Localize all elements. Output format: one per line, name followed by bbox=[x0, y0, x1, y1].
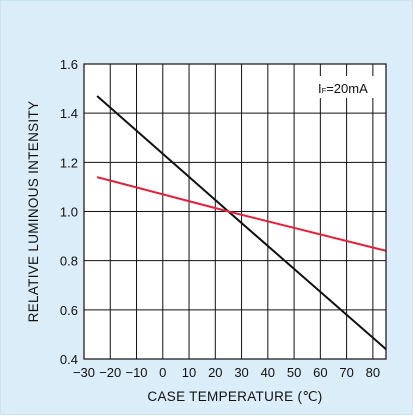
x-tick-labels: −30 −20 −10 0 10 20 30 40 50 60 70 80 bbox=[73, 365, 380, 380]
x-tick-label: −30 bbox=[73, 365, 95, 380]
y-axis-title: RELATIVE LUMINOUS INTENSITY bbox=[26, 101, 41, 323]
y-tick-label: 0.8 bbox=[60, 254, 78, 269]
x-tick-label: 10 bbox=[182, 365, 196, 380]
annotation-subscript: F bbox=[322, 86, 327, 95]
y-tick-label: 1.2 bbox=[60, 155, 78, 170]
y-tick-label: 1.4 bbox=[60, 106, 78, 121]
y-tick-label: 1.6 bbox=[60, 57, 78, 72]
x-tick-label: 0 bbox=[159, 365, 166, 380]
x-tick-label: −10 bbox=[125, 365, 147, 380]
y-tick-labels: 0.4 0.6 0.8 1.0 1.2 1.4 1.6 bbox=[60, 57, 78, 367]
x-tick-label: 30 bbox=[234, 365, 248, 380]
x-tick-label: 60 bbox=[313, 365, 327, 380]
x-tick-label: −20 bbox=[99, 365, 121, 380]
x-tick-label: 20 bbox=[208, 365, 222, 380]
plot-frame bbox=[83, 63, 387, 360]
x-tick-label: 70 bbox=[339, 365, 353, 380]
x-tick-label: 50 bbox=[287, 365, 301, 380]
x-tick-label: 80 bbox=[366, 365, 380, 380]
current-annotation: IF=20mA bbox=[312, 76, 384, 98]
annotation-main: I bbox=[318, 81, 322, 96]
annotation-text: IF=20mA bbox=[318, 81, 368, 96]
y-tick-label: 0.6 bbox=[60, 303, 78, 318]
y-tick-label: 1.0 bbox=[60, 205, 78, 220]
series-line-2 bbox=[96, 176, 387, 252]
grid bbox=[84, 64, 386, 359]
annotation-rest: =20mA bbox=[326, 81, 368, 96]
x-axis-title: CASE TEMPERATURE (℃) bbox=[147, 389, 322, 404]
series-group bbox=[96, 95, 387, 350]
y-tick-label: 0.4 bbox=[60, 352, 78, 367]
x-tick-label: 40 bbox=[261, 365, 275, 380]
annotation-box bbox=[312, 76, 384, 98]
